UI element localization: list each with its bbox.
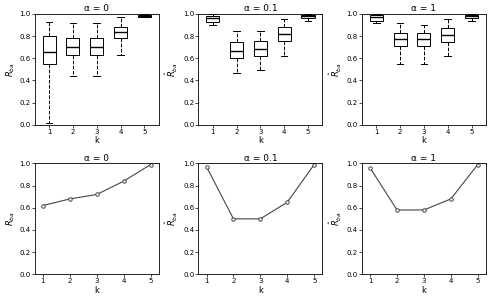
- PathPatch shape: [138, 15, 151, 17]
- X-axis label: k: k: [258, 136, 263, 145]
- X-axis label: k: k: [94, 286, 99, 295]
- X-axis label: k: k: [421, 136, 426, 145]
- Title: α = 0.1: α = 0.1: [244, 4, 277, 13]
- Title: α = 0: α = 0: [84, 4, 109, 13]
- X-axis label: k: k: [258, 286, 263, 295]
- PathPatch shape: [43, 36, 56, 64]
- Y-axis label: $R_{ba}$: $R_{ba}$: [4, 211, 17, 226]
- PathPatch shape: [254, 41, 267, 56]
- PathPatch shape: [278, 27, 291, 41]
- PathPatch shape: [441, 28, 454, 42]
- Y-axis label: $R_{ba}$: $R_{ba}$: [4, 62, 17, 77]
- PathPatch shape: [230, 42, 243, 58]
- PathPatch shape: [206, 16, 220, 22]
- Y-axis label: $\hat{R}_{ba}$: $\hat{R}_{ba}$: [164, 211, 180, 226]
- PathPatch shape: [370, 15, 383, 21]
- Y-axis label: $\hat{R}_{ba}$: $\hat{R}_{ba}$: [328, 62, 344, 77]
- PathPatch shape: [301, 15, 315, 18]
- PathPatch shape: [465, 15, 478, 18]
- Title: α = 0.1: α = 0.1: [244, 154, 277, 163]
- Title: α = 0: α = 0: [84, 154, 109, 163]
- Title: α = 1: α = 1: [412, 154, 437, 163]
- X-axis label: k: k: [94, 136, 99, 145]
- PathPatch shape: [114, 27, 127, 38]
- X-axis label: k: k: [421, 286, 426, 295]
- Y-axis label: $\hat{R}_{ba}$: $\hat{R}_{ba}$: [164, 62, 180, 77]
- PathPatch shape: [90, 38, 103, 55]
- PathPatch shape: [393, 33, 407, 46]
- PathPatch shape: [417, 33, 431, 46]
- Title: α = 1: α = 1: [412, 4, 437, 13]
- PathPatch shape: [67, 38, 79, 55]
- Y-axis label: $\hat{R}_{ba}$: $\hat{R}_{ba}$: [328, 211, 344, 226]
